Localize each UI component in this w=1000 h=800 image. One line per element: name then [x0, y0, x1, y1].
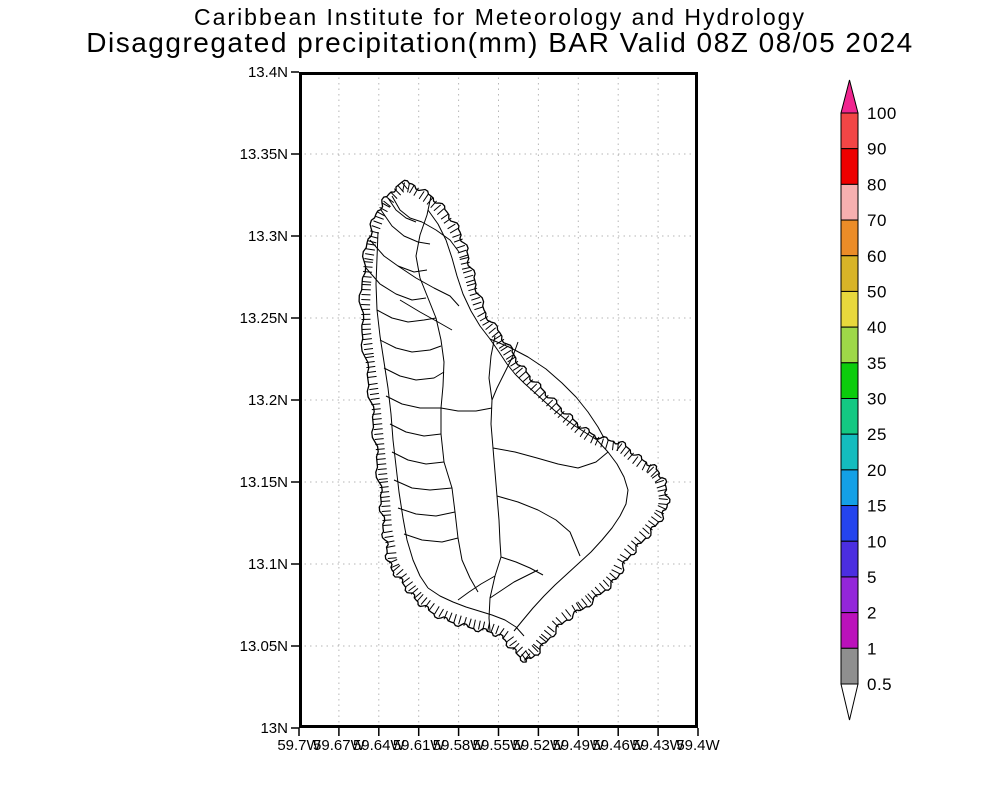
x-tick-label: 59.61W	[393, 737, 446, 754]
colorbar-segment	[840, 647, 859, 685]
colorbar-segment	[840, 362, 859, 399]
colorbar-segment	[840, 112, 859, 150]
colorbar-segment	[840, 469, 859, 507]
x-tick-label: 59.67W	[313, 737, 366, 754]
axis-ticks	[291, 71, 699, 736]
colorbar-label: 20	[867, 461, 887, 480]
x-tick-label: 59.52W	[513, 737, 566, 754]
x-tick-label: 59.64W	[353, 737, 406, 754]
colorbar-label: 100	[867, 104, 897, 123]
x-axis-labels: 59.7W59.67W59.64W59.61W59.58W59.55W59.52…	[277, 737, 720, 754]
x-tick-label: 59.4W	[676, 737, 720, 754]
colorbar-segment	[840, 183, 859, 221]
page-subtitle: Disaggregated precipitation(mm) BAR Vali…	[86, 27, 914, 58]
colorbar-segment	[840, 255, 859, 292]
y-tick-label: 13.3N	[248, 228, 288, 245]
x-tick-label: 59.49W	[552, 737, 605, 754]
colorbar-label: 60	[867, 247, 887, 266]
y-tick-label: 13.15N	[240, 474, 288, 491]
colorbar-segment	[840, 326, 859, 364]
colorbar-segment	[840, 219, 859, 257]
colorbar-arrow-top	[840, 79, 859, 114]
x-tick-label: 59.7W	[277, 737, 321, 754]
map-frame	[299, 72, 698, 728]
island-watershed-lines	[365, 195, 629, 637]
y-axis-labels: 13.4N 13.35N 13.3N 13.25N 13.2N 13.15N 13.1N 13…	[240, 64, 288, 737]
x-tick-label: 59.58W	[433, 737, 486, 754]
colorbar-label: 1	[867, 639, 877, 658]
colorbar-segment	[840, 612, 859, 649]
colorbar-segment	[840, 290, 859, 328]
x-tick-label: 59.43W	[632, 737, 685, 754]
colorbar: 100 90 80 70 60 50 40 35 30 25 20 15 10 5 2 1 0.5	[840, 79, 897, 721]
colorbar-label: 40	[867, 318, 887, 337]
y-tick-label: 13.25N	[240, 310, 288, 327]
x-tick-label: 59.46W	[592, 737, 645, 754]
colorbar-label: 80	[867, 175, 887, 194]
colorbar-label: 15	[867, 497, 887, 516]
colorbar-label: 70	[867, 211, 887, 230]
colorbar-segment	[840, 540, 859, 578]
colorbar-segment	[840, 576, 859, 614]
colorbar-label: 10	[867, 532, 887, 551]
colorbar-label: 35	[867, 354, 887, 373]
colorbar-segment	[840, 433, 859, 471]
coastal-basins-hatch	[361, 181, 668, 662]
colorbar-label: 25	[867, 425, 887, 444]
page-title: Caribbean Institute for Meteorology and …	[194, 4, 806, 30]
y-tick-label: 13.05N	[240, 638, 288, 655]
colorbar-label: 90	[867, 140, 887, 159]
y-tick-label: 13.4N	[248, 64, 288, 81]
colorbar-segment	[840, 398, 859, 435]
colorbar-segment	[840, 148, 859, 185]
y-tick-label: 13N	[260, 720, 288, 737]
y-tick-label: 13.35N	[240, 146, 288, 163]
colorbar-segment	[840, 505, 859, 542]
colorbar-label: 50	[867, 282, 887, 301]
colorbar-label: 2	[867, 604, 877, 623]
colorbar-label: 30	[867, 390, 887, 409]
y-tick-label: 13.1N	[248, 556, 288, 573]
x-tick-label: 59.55W	[473, 737, 526, 754]
colorbar-label: 5	[867, 568, 877, 587]
island-coastline	[358, 179, 671, 663]
colorbar-arrow-bottom	[840, 683, 859, 721]
colorbar-label: 0.5	[867, 675, 892, 694]
y-tick-label: 13.2N	[248, 392, 288, 409]
